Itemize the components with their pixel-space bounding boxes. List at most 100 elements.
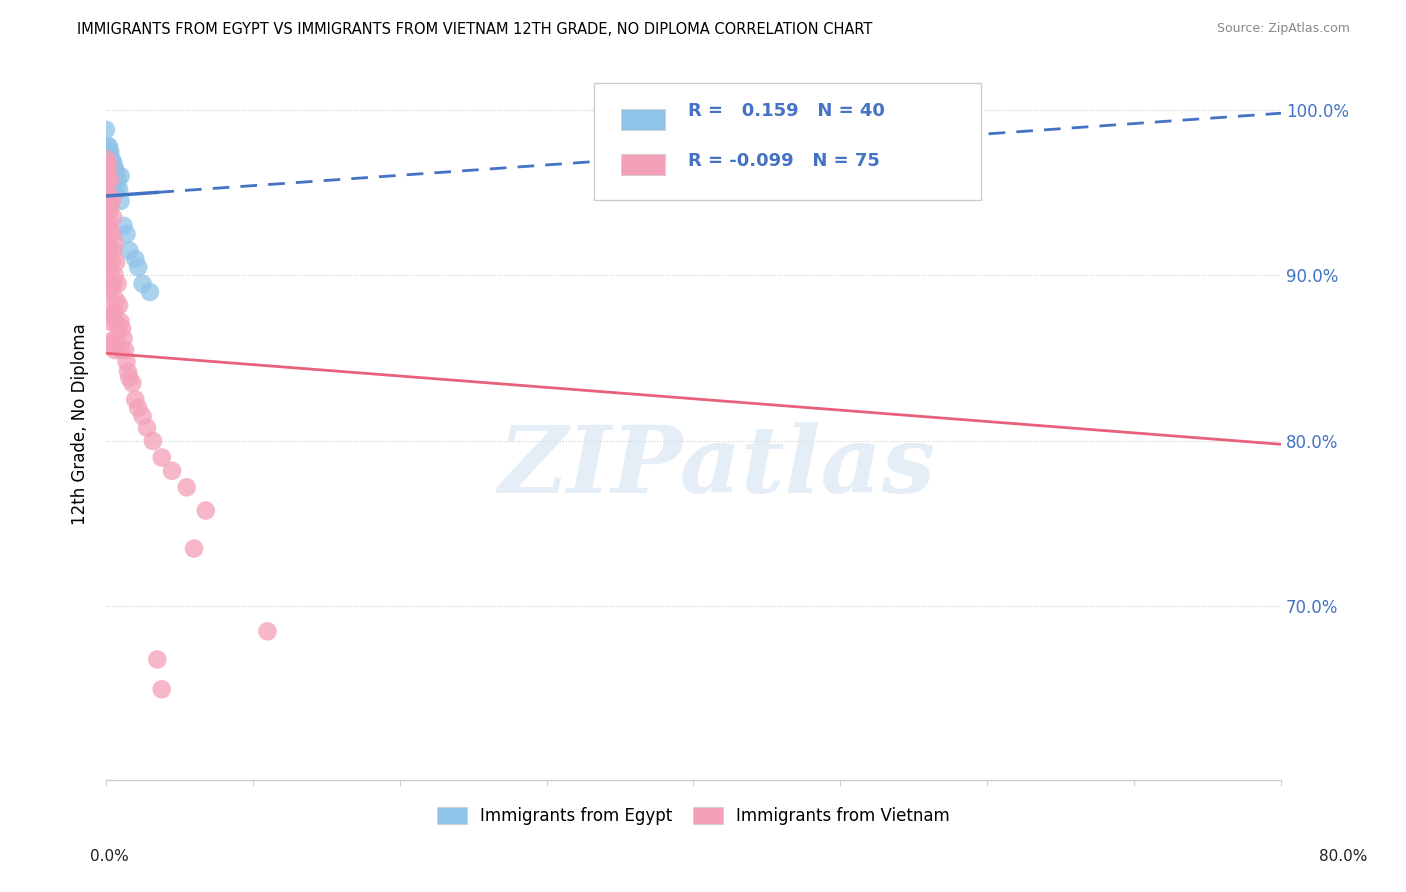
Point (103, 211, 125, 225)
Point (98, 172, 121, 186)
Point (104, 268, 127, 283)
Point (98, 199, 121, 213)
Point (105, 293, 128, 308)
Legend: Immigrants from Egypt, Immigrants from Vietnam: Immigrants from Egypt, Immigrants from V… (437, 807, 950, 825)
Point (97, 145, 120, 159)
Point (118, 371, 141, 385)
Point (609, 106, 631, 120)
Text: ZIPatlas: ZIPatlas (499, 422, 935, 512)
Point (104, 161, 127, 175)
Point (115, 227, 138, 241)
Point (112, 331, 135, 345)
Point (98, 334, 121, 349)
Point (97, 182, 120, 196)
Point (94, 186, 117, 200)
Point (96, 249, 118, 263)
Point (97, 174, 120, 188)
Point (94, 178, 117, 192)
Text: R = -0.099   N = 75: R = -0.099 N = 75 (688, 152, 879, 169)
Point (103, 310, 125, 324)
Point (160, 464, 183, 478)
Point (101, 255, 124, 269)
Point (117, 364, 139, 378)
Text: IMMIGRANTS FROM EGYPT VS IMMIGRANTS FROM VIETNAM 12TH GRADE, NO DIPLOMA CORRELAT: IMMIGRANTS FROM EGYPT VS IMMIGRANTS FROM… (77, 22, 873, 37)
Point (146, 652, 169, 666)
Point (121, 376, 143, 390)
Point (136, 421, 159, 435)
Point (101, 227, 124, 241)
Point (97, 260, 120, 275)
Point (98, 244, 121, 258)
Point (105, 255, 128, 269)
Point (97, 139, 120, 153)
Point (97, 222, 120, 236)
Point (101, 282, 124, 296)
Point (124, 252, 146, 266)
Point (118, 244, 141, 258)
Point (97, 161, 120, 175)
Point (94, 219, 117, 233)
Point (97, 189, 120, 203)
Point (108, 298, 131, 312)
Point (150, 682, 173, 697)
Point (110, 343, 132, 357)
Point (103, 169, 125, 183)
Text: Source: ZipAtlas.com: Source: ZipAtlas.com (1216, 22, 1350, 36)
Point (150, 450, 173, 465)
Point (96, 139, 118, 153)
Point (94, 166, 117, 180)
Point (94, 202, 117, 217)
Point (96, 211, 118, 225)
Point (127, 401, 149, 415)
Point (105, 166, 128, 180)
Point (98, 222, 121, 236)
Point (98, 169, 121, 183)
Point (105, 182, 128, 196)
Point (98, 145, 121, 159)
FancyBboxPatch shape (593, 83, 981, 200)
Point (101, 153, 124, 167)
Text: 80.0%: 80.0% (1319, 849, 1367, 863)
Point (107, 318, 129, 332)
Point (101, 338, 124, 352)
Point (115, 354, 138, 368)
Point (98, 293, 121, 308)
Point (94, 194, 117, 208)
Text: 0.0%: 0.0% (90, 849, 129, 863)
Point (94, 156, 117, 170)
Point (97, 244, 120, 258)
Point (104, 172, 127, 186)
Point (98, 265, 121, 279)
Point (107, 277, 129, 291)
Point (97, 156, 120, 170)
Point (98, 315, 121, 329)
Point (96, 161, 118, 175)
Point (112, 219, 135, 233)
Point (104, 235, 127, 250)
Point (97, 166, 120, 180)
Point (96, 153, 118, 167)
Point (96, 169, 118, 183)
Point (194, 503, 217, 517)
Point (101, 194, 124, 208)
Point (103, 277, 125, 291)
Point (110, 169, 132, 183)
Point (256, 624, 278, 639)
Point (105, 331, 128, 345)
Point (107, 172, 129, 186)
Point (103, 156, 125, 170)
Point (101, 310, 124, 324)
Point (131, 409, 153, 424)
Y-axis label: 12th Grade, No Diploma: 12th Grade, No Diploma (72, 324, 89, 525)
Point (96, 153, 118, 167)
Point (108, 182, 131, 196)
FancyBboxPatch shape (620, 154, 665, 176)
Point (103, 186, 125, 200)
Point (103, 244, 125, 258)
Point (98, 186, 121, 200)
Point (104, 343, 127, 357)
Point (96, 222, 118, 236)
Point (97, 282, 120, 296)
Text: R =   0.159   N = 40: R = 0.159 N = 40 (688, 103, 884, 120)
Point (183, 541, 205, 556)
